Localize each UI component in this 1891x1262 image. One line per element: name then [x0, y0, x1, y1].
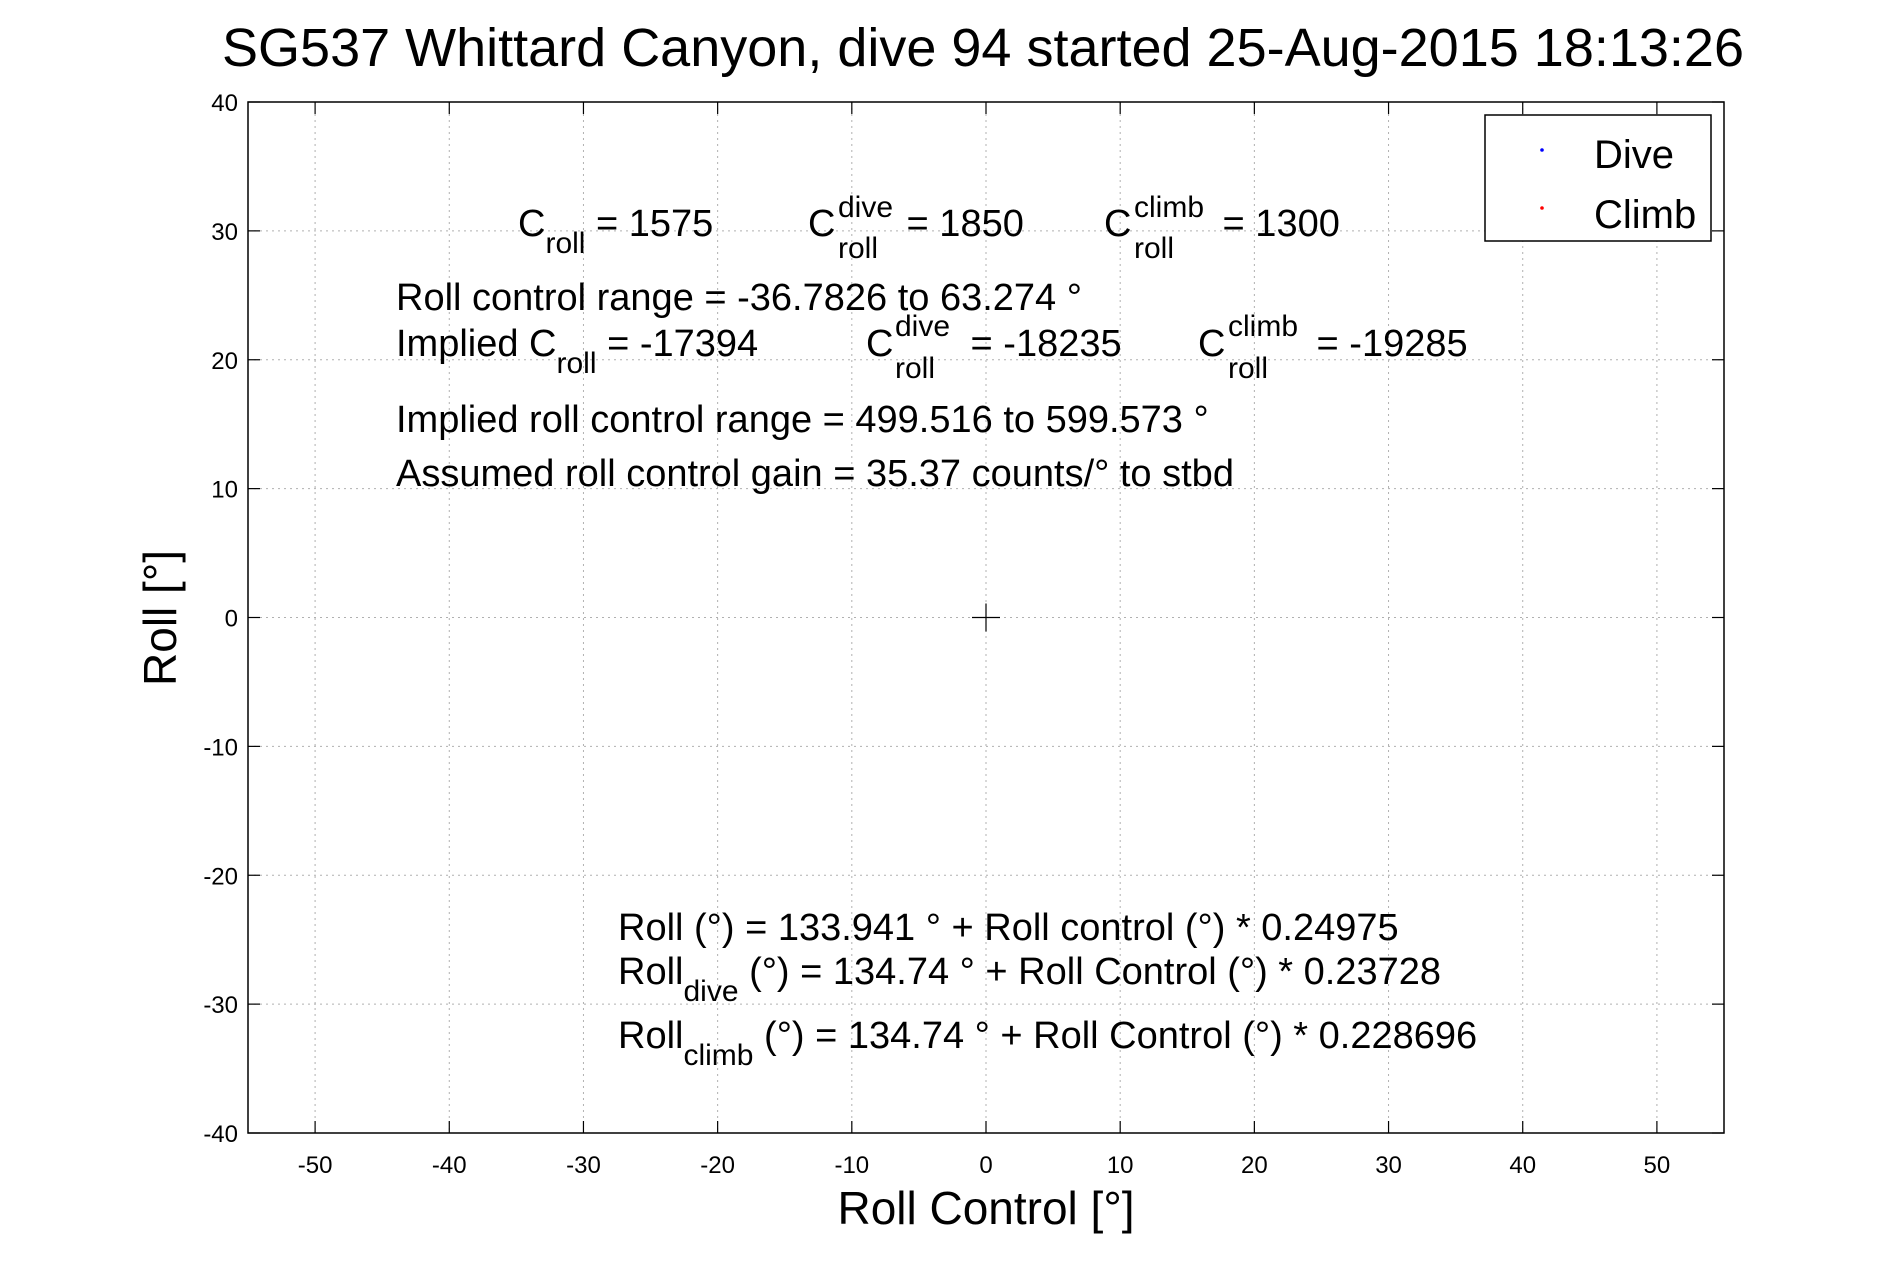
x-tick-label: -20	[700, 1152, 735, 1179]
fit-dive-equation: Rolldive (°) = 134.74 ° + Roll Control (…	[618, 951, 1441, 1008]
x-tick-label: -30	[566, 1152, 601, 1179]
implied-c-roll-line: Implied Croll = -17394 Cdive roll = -1823…	[396, 310, 1468, 385]
x-tick-label: 50	[1644, 1152, 1671, 1179]
legend-label-dive: Dive	[1594, 133, 1674, 177]
x-axis-label: Roll Control [°]	[837, 1182, 1134, 1234]
center-marker	[972, 603, 1000, 632]
x-tick-label: 40	[1509, 1152, 1536, 1179]
c-roll-line: Croll = 1575 Cdive roll = 1850 Cclimb roll…	[518, 191, 1340, 265]
legend-label-climb: Climb	[1594, 193, 1696, 237]
legend-marker-climb	[1540, 206, 1544, 210]
y-tick-label: 40	[211, 90, 238, 117]
y-tick-label: 30	[211, 219, 238, 246]
legend-marker-dive	[1540, 148, 1544, 152]
x-tick-label: 20	[1241, 1152, 1268, 1179]
y-tick-label: -30	[203, 992, 238, 1019]
y-tick-label: -20	[203, 863, 238, 890]
x-tick-label: -50	[298, 1152, 333, 1179]
y-tick-label: -10	[203, 734, 238, 761]
roll-control-range: Roll control range = -36.7826 to 63.274 …	[396, 277, 1082, 319]
legend: Dive Climb	[1484, 114, 1712, 242]
x-tick-label: 0	[979, 1152, 992, 1179]
y-tick-label: 0	[225, 606, 238, 633]
chart-title: SG537 Whittard Canyon, dive 94 started 2…	[222, 18, 1744, 78]
y-tick-label: -40	[203, 1121, 238, 1148]
plot-frame	[247, 101, 1725, 1134]
y-tick-label: 10	[211, 477, 238, 504]
implied-roll-control-range: Implied roll control range = 499.516 to …	[396, 399, 1209, 441]
x-tick-labels: -50 -40 -30 -20 -10 0 10 20 30 40 50	[298, 1152, 1671, 1179]
fit-all-equation: Roll (°) = 133.941 ° + Roll control (°) …	[618, 907, 1399, 949]
y-tick-labels: -40 -30 -20 -10 0 10 20 30 40	[203, 90, 238, 1148]
fit-climb-equation: Rollclimb (°) = 134.74 ° + Roll Control …	[618, 1015, 1477, 1072]
roll-control-gain: Assumed roll control gain = 35.37 counts…	[396, 453, 1234, 495]
y-axis-label: Roll [°]	[134, 550, 186, 686]
x-tick-label: 30	[1375, 1152, 1402, 1179]
x-tick-label: -10	[834, 1152, 869, 1179]
x-tick-label: -40	[432, 1152, 467, 1179]
x-tick-label: 10	[1107, 1152, 1134, 1179]
legend-box	[1484, 114, 1712, 242]
y-tick-label: 20	[211, 348, 238, 375]
